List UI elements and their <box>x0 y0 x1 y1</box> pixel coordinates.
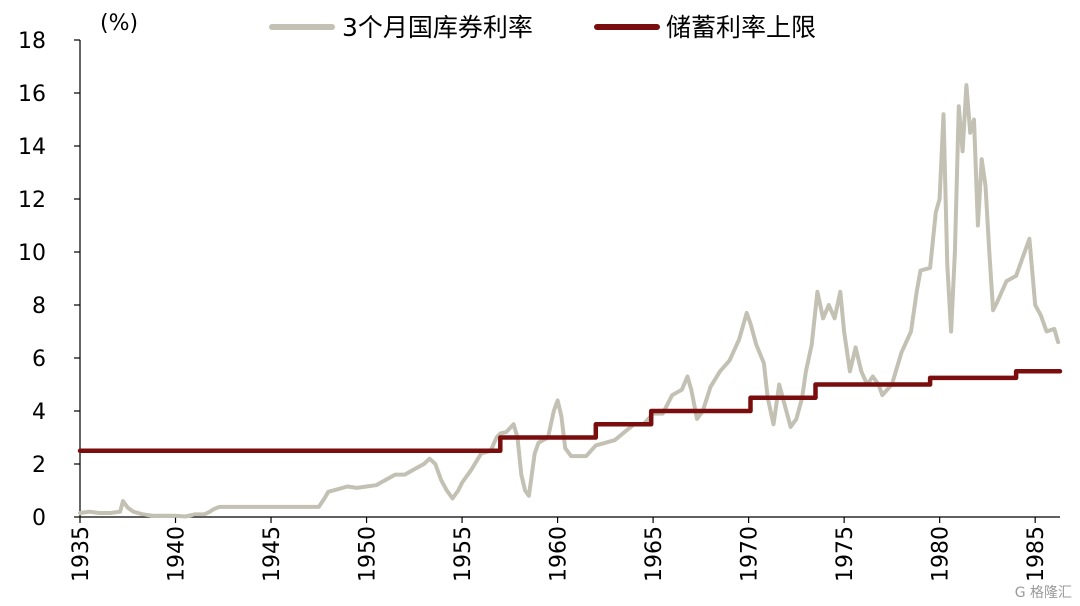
y-tick-label: 16 <box>18 82 46 107</box>
y-axis-unit: (%) <box>100 11 138 36</box>
x-tick-label: 1980 <box>929 526 954 582</box>
legend-label: 储蓄利率上限 <box>666 13 816 42</box>
y-tick-label: 10 <box>18 241 46 266</box>
x-tick-label: 1970 <box>738 526 763 582</box>
series-layer <box>77 83 1063 519</box>
y-tick-label: 14 <box>18 135 46 160</box>
y-tick-label: 6 <box>32 347 46 372</box>
y-tick-label: 8 <box>32 294 46 319</box>
x-tick-label: 1975 <box>833 526 858 582</box>
series-line-treasury-bill-rate <box>78 83 1061 519</box>
x-tick-label: 1985 <box>1024 526 1049 582</box>
y-tick-label: 4 <box>32 400 46 425</box>
x-tick-label: 1955 <box>451 526 476 582</box>
y-tick-label: 12 <box>18 188 46 213</box>
y-ticks: 0 2 4 6 8 10 12 14 16 18 <box>18 29 80 531</box>
x-tick-label: 1945 <box>260 526 285 582</box>
x-tick-label: 1935 <box>69 526 94 582</box>
axes <box>79 40 1060 518</box>
series-line-deposit-rate-ceiling <box>77 369 1063 454</box>
y-tick-label: 18 <box>18 29 46 54</box>
y-tick-label: 2 <box>32 453 46 478</box>
x-tick-label: 1940 <box>165 526 190 582</box>
watermark-logo: G 格隆汇 <box>1014 585 1072 601</box>
legend: 3个月国库券利率 储蓄利率上限 <box>269 13 816 42</box>
legend-label: 3个月国库券利率 <box>342 13 533 42</box>
x-tick-label: 1965 <box>642 526 667 582</box>
y-tick-label: 0 <box>32 506 46 531</box>
x-tick-label: 1950 <box>356 526 381 582</box>
x-tick-label: 1960 <box>547 526 572 582</box>
x-ticks: 1935 1940 1945 1950 1955 1960 1965 1970 1975 1980… <box>69 517 1049 582</box>
